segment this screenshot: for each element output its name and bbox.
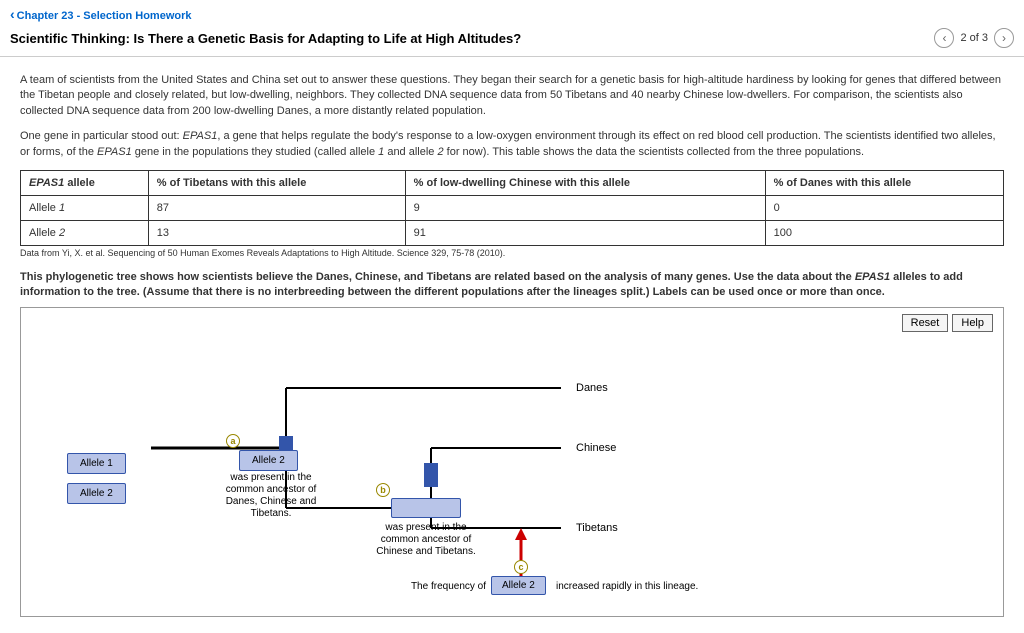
allele-num: 1 — [59, 202, 65, 214]
content: A team of scientists from the United Sta… — [0, 57, 1024, 627]
text: allele — [64, 177, 95, 189]
table-cell: 13 — [148, 220, 405, 245]
table-cell: Allele 2 — [21, 220, 149, 245]
gene-name: EPAS1 — [97, 146, 132, 158]
drop-target-b[interactable] — [391, 498, 461, 518]
col-header: % of low-dwelling Chinese with this alle… — [405, 170, 765, 195]
gene-name: EPAS1 — [855, 271, 890, 283]
marker-a: a — [226, 434, 240, 448]
placed-allele-2-a[interactable]: Allele 2 — [239, 450, 298, 471]
text: One gene in particular stood out: — [20, 130, 183, 142]
table-row: Allele 1 87 9 0 — [21, 195, 1004, 220]
instruction: This phylogenetic tree shows how scienti… — [20, 270, 1004, 301]
text: This phylogenetic tree shows how scienti… — [20, 271, 855, 283]
allele-table: EPAS1 allele % of Tibetans with this all… — [20, 170, 1004, 246]
table-cell: 0 — [765, 195, 1003, 220]
col-header: EPAS1 allele — [21, 170, 149, 195]
tree-svg — [21, 308, 1001, 618]
annotation-a-text: was present in the common ancestor of Da… — [216, 472, 326, 520]
marker-b: b — [376, 483, 390, 497]
title-row: Scientific Thinking: Is There a Genetic … — [0, 24, 1024, 57]
table-cell: 100 — [765, 220, 1003, 245]
phylo-tree-diagram: Reset Help Allele 1 Allele 2 — [20, 307, 1004, 617]
pager-label: 2 of 3 — [960, 32, 988, 44]
branch-label-chinese: Chinese — [576, 442, 616, 454]
text: and allele — [384, 146, 437, 158]
table-header-row: EPAS1 allele % of Tibetans with this all… — [21, 170, 1004, 195]
text: Allele — [29, 227, 59, 239]
pager: ‹ 2 of 3 › — [934, 28, 1014, 48]
gene-name: EPAS1 — [183, 130, 218, 142]
tick-mark — [424, 463, 438, 487]
table-caption: Data from Yi, X. et al. Sequencing of 50… — [20, 248, 1004, 258]
next-button[interactable]: › — [994, 28, 1014, 48]
table-cell: 91 — [405, 220, 765, 245]
text: for now). This table shows the data the … — [444, 146, 864, 158]
col-header: % of Tibetans with this allele — [148, 170, 405, 195]
annotation-b-text: was present in the common ancestor of Ch… — [366, 522, 486, 558]
text: gene in the populations they studied (ca… — [132, 146, 378, 158]
marker-c: c — [514, 560, 528, 574]
gene-name: EPAS1 — [29, 177, 64, 189]
allele-num: 2 — [59, 227, 65, 239]
placed-allele-2-c[interactable]: Allele 2 — [491, 576, 546, 595]
col-header: % of Danes with this allele — [765, 170, 1003, 195]
back-link[interactable]: Chapter 23 - Selection Homework — [0, 0, 1024, 24]
paragraph-1: A team of scientists from the United Sta… — [20, 73, 1004, 119]
annotation-c-text-1: The frequency of — [391, 581, 486, 593]
branch-label-tibetans: Tibetans — [576, 522, 618, 534]
prev-button[interactable]: ‹ — [934, 28, 954, 48]
text: Allele — [29, 202, 59, 214]
table-row: Allele 2 13 91 100 — [21, 220, 1004, 245]
table-cell: Allele 1 — [21, 195, 149, 220]
table-cell: 87 — [148, 195, 405, 220]
branch-label-danes: Danes — [576, 382, 608, 394]
table-cell: 9 — [405, 195, 765, 220]
page-title: Scientific Thinking: Is There a Genetic … — [10, 31, 521, 46]
annotation-c-text-2: increased rapidly in this lineage. — [556, 581, 736, 593]
paragraph-2: One gene in particular stood out: EPAS1,… — [20, 129, 1004, 160]
